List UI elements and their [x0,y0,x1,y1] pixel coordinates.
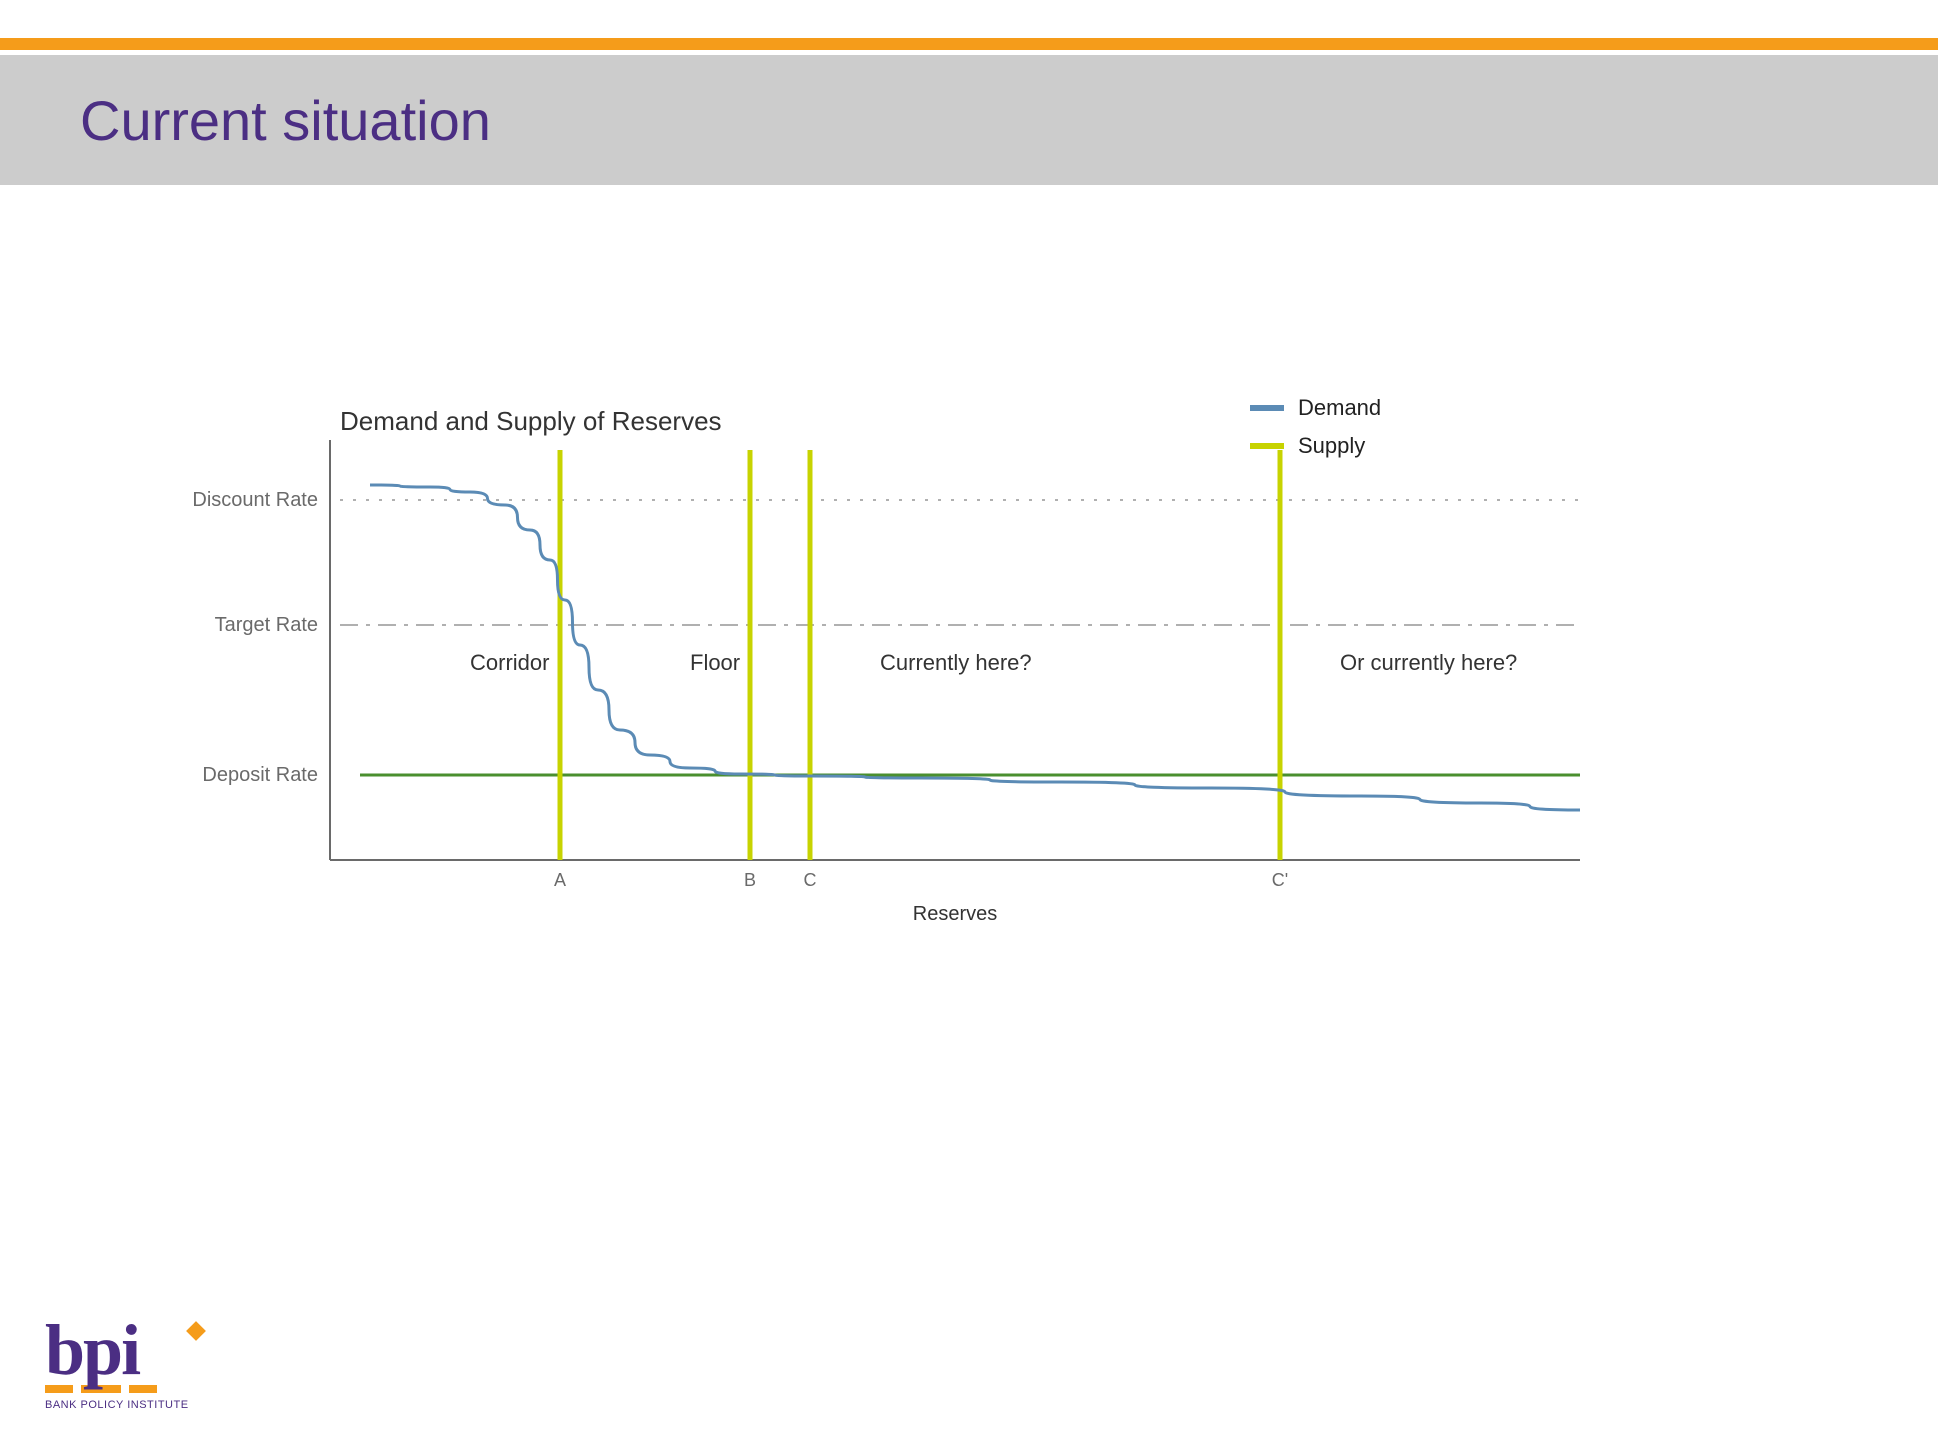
chart-annotation: Corridor [470,650,549,675]
x-tick-label: C' [1272,870,1288,890]
x-tick-label: C [804,870,817,890]
title-band: Current situation [0,55,1938,185]
chart-annotation: Floor [690,650,740,675]
slide-title: Current situation [80,88,491,153]
logo-letters: bpi [45,1310,139,1390]
bpi-logo: bpi BANK POLICY INSTITUTE [45,1318,189,1411]
accent-bar [0,38,1938,50]
x-tick-label: B [744,870,756,890]
chart-container: Demand and Supply of Reserves Discount Ra… [160,400,1640,960]
x-axis-label: Reserves [913,903,997,925]
logo-text: bpi [45,1318,189,1383]
logo-subtitle: BANK POLICY INSTITUTE [45,1399,189,1411]
y-axis-label: Deposit Rate [202,764,318,786]
chart-annotation: Or currently here? [1340,650,1517,675]
slide: Current situation DemandSupply Demand an… [0,0,1938,1451]
demand-curve [370,485,1580,810]
chart-annotation: Currently here? [880,650,1032,675]
y-axis-label: Discount Rate [192,489,318,511]
logo-diamond-icon [186,1321,206,1341]
chart-title: Demand and Supply of Reserves [340,406,722,436]
reserves-chart: Demand and Supply of Reserves Discount Ra… [160,400,1640,960]
x-tick-label: A [554,870,566,890]
y-axis-label: Target Rate [215,614,318,636]
